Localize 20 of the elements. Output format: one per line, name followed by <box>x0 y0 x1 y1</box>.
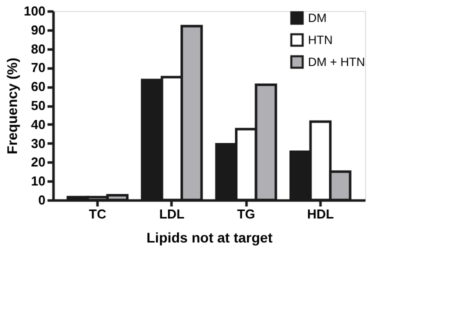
x-tick-label: TC <box>88 206 107 222</box>
x-axis-title: Lipids not at target <box>146 230 273 246</box>
y-axis-title: Frequency (%) <box>4 58 20 154</box>
y-tick-label: 0 <box>38 192 46 208</box>
y-tick-label: 60 <box>31 79 46 94</box>
legend-label: DM <box>308 11 327 25</box>
legend-label: HTN <box>308 33 333 47</box>
y-tick-label: 70 <box>31 60 46 76</box>
x-tick-label: TG <box>237 206 256 222</box>
y-tick-label: 100 <box>24 4 46 18</box>
y-tick-label: 10 <box>31 174 46 189</box>
x-tick-label: LDL <box>159 206 185 222</box>
y-tick-label: 80 <box>31 41 46 56</box>
y-tick-label: 50 <box>31 98 46 113</box>
y-tick-label: 40 <box>31 116 46 132</box>
legend-label: DM + HTN <box>308 55 365 69</box>
y-tick-label: 20 <box>31 154 46 170</box>
x-tick-label: HDL <box>307 206 334 222</box>
y-tick-label: 90 <box>31 22 46 38</box>
y-tick-label: 30 <box>31 136 46 151</box>
